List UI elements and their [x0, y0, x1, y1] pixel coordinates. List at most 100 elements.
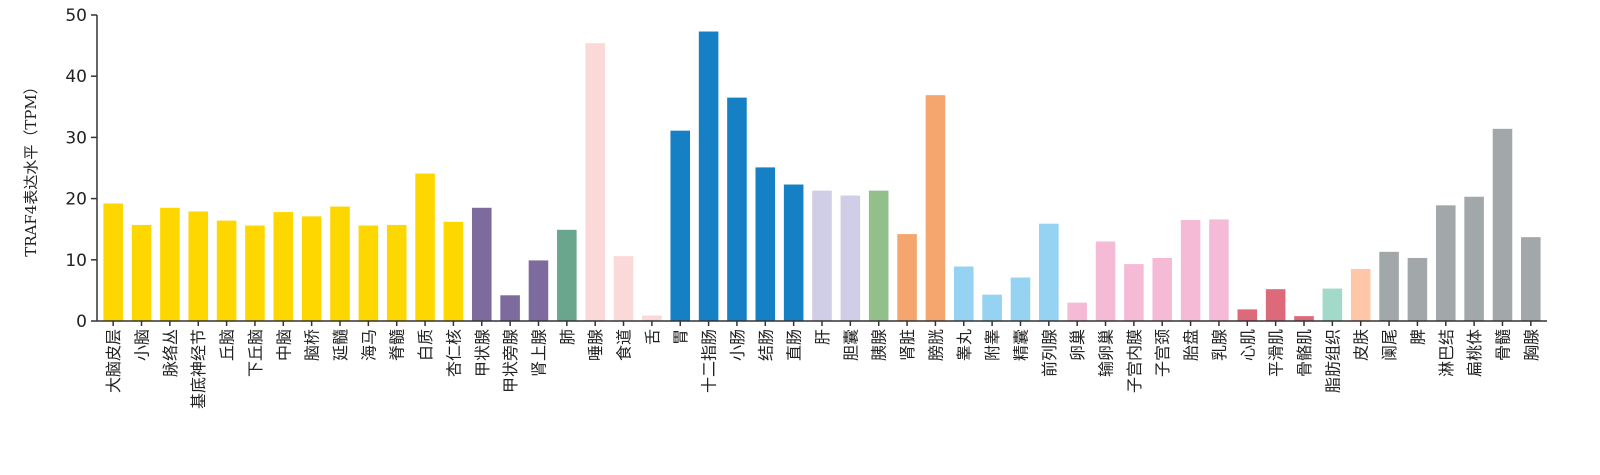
- x-category-label: 结肠: [756, 329, 775, 361]
- bar: [443, 221, 464, 321]
- x-category-label: 脑桥: [303, 329, 322, 361]
- x-category-label: 甲状旁腺: [501, 329, 520, 393]
- bar: [415, 173, 435, 321]
- x-category-label: 白质: [416, 329, 435, 361]
- x-category-label: 胸腺: [1522, 329, 1541, 361]
- bar: [585, 43, 605, 321]
- bar: [868, 190, 889, 321]
- bar: [755, 167, 776, 321]
- x-category-label: 基底神经节: [189, 329, 208, 409]
- x-category-label: 子宫内膜: [1125, 329, 1144, 393]
- x-category-label: 胰腺: [870, 329, 889, 361]
- bar: [1464, 196, 1484, 321]
- bar: [103, 203, 123, 321]
- x-category-label: 输卵巢: [1097, 329, 1116, 377]
- y-tick-label: 40: [65, 67, 87, 87]
- x-category-label: 脊髓: [388, 329, 407, 361]
- x-axis-labels: 大脑皮层 小脑 脉络丛 基底神经节 丘脑 下丘脑 中脑 脑桥 延髓 海马 脊髓 白质 杏仁核 甲状腺 甲状旁…: [104, 321, 1541, 409]
- bar: [953, 266, 974, 321]
- bar: [982, 294, 1002, 321]
- bar: [1180, 220, 1201, 321]
- x-category-label: 肺: [558, 329, 577, 345]
- x-category-label: 直肠: [785, 329, 804, 361]
- bar: [216, 220, 237, 321]
- bar: [925, 95, 946, 321]
- x-category-label: 前列腺: [1040, 329, 1059, 377]
- x-category-label: 附睾: [983, 329, 1002, 361]
- bar: [1407, 257, 1428, 321]
- x-category-label: 胃: [671, 329, 690, 345]
- x-category-label: 海马: [359, 329, 378, 361]
- x-category-label: 卵巢: [1068, 329, 1087, 361]
- x-category-label: 胆囊: [841, 329, 860, 361]
- x-category-label: 阑尾: [1380, 329, 1399, 361]
- bar: [840, 195, 861, 321]
- bar: [1492, 128, 1513, 321]
- bar: [1379, 251, 1399, 321]
- x-category-label: 脂肪组织: [1323, 329, 1342, 393]
- y-tick-label: 30: [65, 128, 87, 148]
- x-category-label: 膀胱: [926, 329, 945, 361]
- bar: [386, 224, 407, 321]
- x-category-label: 甲状腺: [473, 329, 492, 377]
- x-category-label: 骨髓: [1493, 329, 1512, 361]
- bar: [670, 130, 691, 321]
- bar: [273, 212, 294, 321]
- bar: [528, 260, 549, 321]
- x-category-label: 骨骼肌: [1295, 329, 1314, 377]
- bar: [1124, 264, 1144, 321]
- bar: [642, 315, 662, 321]
- x-category-label: 延髓: [331, 329, 350, 361]
- x-category-label: 食道: [615, 329, 634, 361]
- x-category-label: 唾腺: [586, 329, 605, 361]
- x-category-label: 小脑: [133, 329, 152, 361]
- bar: [727, 97, 747, 322]
- x-category-label: 肝: [813, 329, 832, 345]
- bar: [330, 206, 350, 321]
- bar: [812, 190, 832, 321]
- y-tick-label: 0: [76, 312, 87, 332]
- x-category-label: 精囊: [1011, 329, 1030, 361]
- plot-area: [103, 31, 1541, 322]
- x-category-label: 中脑: [274, 329, 293, 361]
- bar: [188, 211, 209, 321]
- x-category-label: 胎盘: [1182, 329, 1201, 361]
- x-category-label: 十二指肠: [700, 329, 719, 393]
- x-category-label: 舌: [643, 329, 662, 345]
- x-category-label: 肾上腺: [529, 329, 548, 377]
- x-category-label: 睾丸: [955, 329, 974, 361]
- bar: [131, 224, 152, 321]
- x-category-label: 丘脑: [218, 329, 237, 361]
- bar: [301, 216, 322, 321]
- y-tick-label: 20: [65, 190, 87, 210]
- x-category-label: 大脑皮层: [104, 329, 123, 393]
- x-category-label: 扁桃体: [1465, 329, 1484, 377]
- x-category-label: 平滑肌: [1267, 329, 1286, 377]
- x-category-label: 脾: [1408, 329, 1427, 345]
- bar: [1521, 237, 1541, 321]
- x-category-label: 子宫颈: [1153, 329, 1172, 377]
- y-axis-ticks: 0 10 20 30 40 50: [65, 6, 97, 332]
- bar: [160, 207, 180, 321]
- x-category-label: 脉络丛: [161, 329, 180, 377]
- x-category-label: 肾脏: [898, 329, 917, 361]
- y-tick-label: 10: [65, 251, 87, 271]
- bar: [698, 31, 719, 322]
- bar: [245, 225, 265, 321]
- bar: [1039, 223, 1059, 321]
- bar: [1294, 316, 1314, 321]
- y-tick-label: 50: [65, 6, 87, 26]
- x-category-label: 淋巴结: [1437, 329, 1456, 377]
- bar: [1010, 277, 1031, 321]
- bar: [1209, 219, 1229, 321]
- x-category-label: 杏仁核: [444, 329, 463, 377]
- bar: [613, 256, 634, 321]
- bar: [897, 234, 917, 321]
- bar: [358, 225, 379, 321]
- x-category-label: 下丘脑: [246, 329, 265, 377]
- bar: [1265, 289, 1286, 321]
- y-axis-title: TRAF4表达水平（TPM）: [22, 79, 40, 257]
- x-category-label: 乳腺: [1210, 329, 1229, 361]
- bar: [1152, 257, 1173, 321]
